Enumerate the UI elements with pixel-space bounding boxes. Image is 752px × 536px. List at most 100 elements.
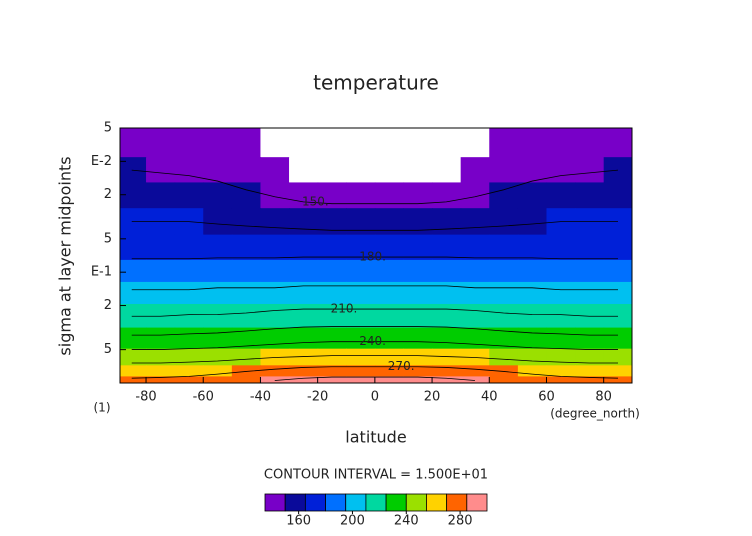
cell	[174, 182, 204, 209]
cell	[146, 157, 176, 184]
cell	[403, 234, 433, 261]
cell	[489, 259, 519, 283]
cell	[460, 234, 490, 261]
cell	[489, 157, 519, 184]
cell	[432, 303, 462, 329]
cell	[346, 208, 376, 236]
cell	[489, 208, 519, 236]
colorbar-box	[304, 493, 326, 512]
cell	[374, 259, 405, 283]
cell	[546, 128, 576, 158]
y-tick-label: 5	[104, 342, 112, 357]
cell	[489, 303, 519, 329]
cell	[231, 234, 262, 261]
cell	[432, 376, 462, 383]
cell	[403, 208, 433, 236]
colorbar-box	[365, 493, 387, 512]
cell	[374, 208, 405, 236]
cell	[517, 128, 548, 158]
cell	[374, 365, 405, 377]
contour-line	[131, 341, 618, 350]
contour-line	[131, 355, 618, 364]
cell	[346, 234, 376, 261]
cell	[575, 376, 605, 383]
cell	[575, 259, 605, 283]
cell	[374, 327, 405, 350]
cell	[517, 348, 548, 366]
cell	[546, 376, 576, 383]
cell	[346, 365, 376, 377]
contour-line	[131, 326, 618, 336]
contour-label: 210.	[331, 302, 358, 316]
contour-line	[131, 256, 618, 260]
colorbar-box	[446, 493, 468, 512]
colorbar-box	[385, 493, 407, 512]
cell	[346, 303, 376, 329]
x-tick-label: -40	[250, 390, 271, 405]
cell	[174, 281, 204, 305]
y-tick-label: 2	[104, 187, 112, 202]
cell	[575, 281, 605, 305]
cell	[317, 303, 347, 329]
cell	[546, 259, 576, 283]
cell	[260, 208, 290, 236]
cell	[231, 157, 262, 184]
cell	[120, 348, 147, 366]
cell	[317, 281, 347, 305]
cell	[603, 182, 632, 209]
cell	[517, 365, 548, 377]
contour-line	[131, 308, 618, 317]
cell	[120, 365, 147, 377]
cell	[231, 281, 262, 305]
cell	[575, 182, 605, 209]
cell	[146, 234, 176, 261]
cell	[120, 128, 147, 158]
cell	[403, 327, 433, 350]
cell	[174, 327, 204, 350]
cell	[517, 208, 548, 236]
contour-interval: CONTOUR INTERVAL = 1.500E+01	[264, 468, 488, 483]
cell	[489, 128, 519, 158]
cell	[174, 128, 204, 158]
cell	[489, 348, 519, 366]
cell	[203, 348, 233, 366]
cell	[374, 128, 405, 158]
field: 150. 180. 210. 240.270.	[120, 128, 632, 383]
y-tick-label: 5	[104, 121, 112, 136]
cell	[120, 182, 147, 209]
cell	[146, 182, 176, 209]
cell	[603, 234, 632, 261]
colorbar-tick-label: 280	[448, 514, 473, 529]
x-tick-label: 40	[481, 390, 498, 405]
cell	[603, 157, 632, 184]
cell	[203, 303, 233, 329]
contour-line	[131, 221, 618, 231]
cell	[231, 208, 262, 236]
y-tick-label: E-1	[91, 265, 112, 280]
cell	[432, 327, 462, 350]
cell	[289, 259, 319, 283]
x-tick-label: -80	[135, 390, 156, 405]
x-tick-label: -20	[307, 390, 328, 405]
colorbar-tick-label: 160	[286, 514, 311, 529]
cell	[174, 259, 204, 283]
cell	[489, 281, 519, 305]
cell	[289, 157, 319, 184]
cell	[231, 128, 262, 158]
cell	[317, 376, 347, 383]
colorbar-box	[284, 493, 306, 512]
cell	[432, 208, 462, 236]
cell	[289, 365, 319, 377]
cell	[403, 376, 433, 383]
chart-title: temperature	[313, 71, 439, 95]
cell	[517, 182, 548, 209]
cell	[203, 376, 233, 383]
cell	[460, 182, 490, 209]
cell	[575, 128, 605, 158]
cell	[203, 281, 233, 305]
cell	[546, 303, 576, 329]
cell	[260, 281, 290, 305]
y-tick-label: 5	[104, 231, 112, 246]
cell	[403, 182, 433, 209]
cell	[432, 182, 462, 209]
